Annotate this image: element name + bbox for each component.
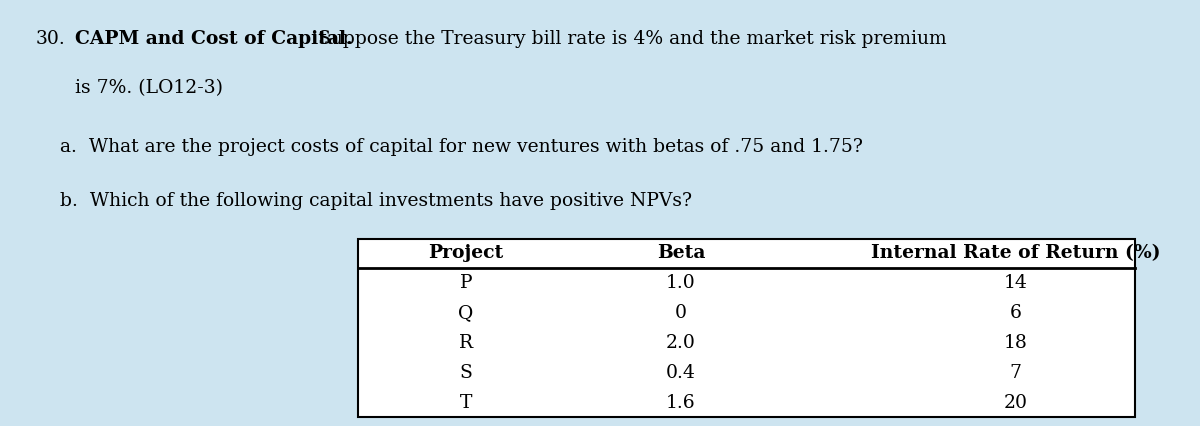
Text: Beta: Beta	[656, 245, 706, 262]
Text: P: P	[460, 274, 473, 292]
Text: 6: 6	[1009, 304, 1021, 322]
Text: 1.0: 1.0	[666, 274, 696, 292]
Text: S: S	[460, 364, 473, 382]
Text: T: T	[460, 394, 472, 412]
Text: 0: 0	[676, 304, 688, 322]
Text: 18: 18	[1003, 334, 1027, 352]
Text: Project: Project	[428, 245, 504, 262]
Text: Suppose the Treasury bill rate is 4% and the market risk premium: Suppose the Treasury bill rate is 4% and…	[312, 30, 947, 48]
Text: 0.4: 0.4	[666, 364, 696, 382]
FancyBboxPatch shape	[359, 239, 1135, 417]
Text: 14: 14	[1003, 274, 1027, 292]
Text: 30.: 30.	[36, 30, 66, 48]
Text: Internal Rate of Return (%): Internal Rate of Return (%)	[871, 245, 1160, 262]
Text: 7: 7	[1009, 364, 1021, 382]
Text: a.  What are the project costs of capital for new ventures with betas of .75 and: a. What are the project costs of capital…	[60, 138, 863, 156]
Text: b.  Which of the following capital investments have positive NPVs?: b. Which of the following capital invest…	[60, 192, 691, 210]
Text: is 7%. (LO12-3): is 7%. (LO12-3)	[76, 79, 223, 97]
Text: 2.0: 2.0	[666, 334, 696, 352]
Text: 20: 20	[1003, 394, 1027, 412]
Text: 1.6: 1.6	[666, 394, 696, 412]
Text: CAPM and Cost of Capital.: CAPM and Cost of Capital.	[76, 30, 353, 48]
Text: Q: Q	[458, 304, 474, 322]
Text: R: R	[458, 334, 473, 352]
